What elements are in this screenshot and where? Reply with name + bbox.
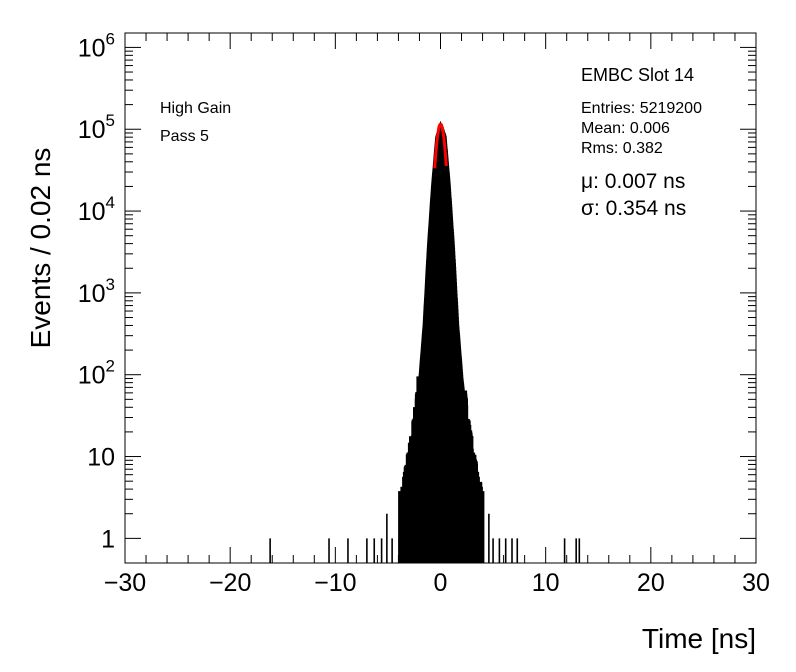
- x-tick-label: −20: [209, 569, 251, 597]
- x-tick-label: 0: [434, 569, 448, 597]
- x-tick-label: −30: [104, 569, 146, 597]
- x-tick-label: 20: [637, 569, 665, 597]
- pass-label: Pass 5: [160, 128, 209, 145]
- x-axis-ticks: −30 −20 −10 0 10 20 30: [104, 33, 770, 597]
- y-tick-label: 10: [87, 444, 115, 472]
- x-tick-label: −10: [314, 569, 356, 597]
- x-tick-label: 10: [532, 569, 560, 597]
- gaussian-fit-line: [433, 122, 448, 169]
- entries-stat: Entries: 5219200: [581, 100, 702, 117]
- fit-mu: μ: 0.007 ns: [581, 170, 685, 193]
- x-axis-label: Time [ns]: [642, 623, 756, 654]
- fit-sigma: σ: 0.354 ns: [581, 197, 686, 220]
- x-tick-label: 30: [742, 569, 770, 597]
- gain-label: High Gain: [160, 100, 231, 117]
- mean-stat: Mean: 0.006: [581, 120, 670, 137]
- chart-title: EMBC Slot 14: [581, 65, 694, 85]
- y-tick-label: 1: [101, 525, 115, 553]
- y-axis-label: Events / 0.02 ns: [25, 148, 56, 349]
- rms-stat: Rms: 0.382: [581, 140, 663, 157]
